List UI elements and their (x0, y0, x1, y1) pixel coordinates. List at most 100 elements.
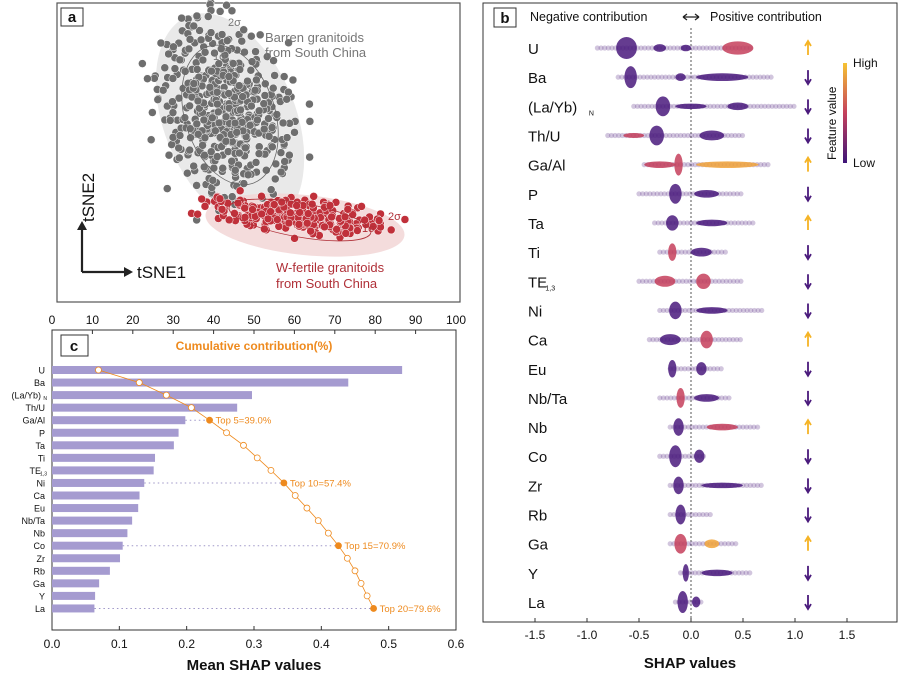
shap-point (688, 162, 695, 168)
fertile-point (306, 226, 315, 236)
shap-point (753, 74, 760, 80)
top-tick-label: 10 (86, 313, 100, 327)
barren-point (247, 57, 257, 66)
barren-point (276, 167, 286, 177)
barren-point (231, 166, 240, 175)
arrow-up-icon (804, 214, 812, 230)
barren-point (213, 99, 222, 109)
shap-point (743, 570, 749, 576)
bar-label: U (39, 366, 46, 376)
panel-c-label: c (70, 338, 78, 355)
barren-point (227, 157, 236, 166)
fertile-2sigma-label: 2σ (388, 211, 401, 223)
feature-label: P (528, 187, 538, 204)
shap-point (683, 191, 689, 197)
barren-point (208, 113, 217, 123)
barren-legend-line2: from South China (265, 45, 367, 60)
shap-point (685, 366, 692, 372)
barren-point (143, 74, 152, 83)
barren-point (250, 85, 260, 95)
shap-point (719, 249, 725, 255)
barren-point (285, 150, 294, 160)
fertile-point (353, 226, 362, 235)
shap-point (686, 249, 692, 255)
bar-label: Co (33, 541, 45, 551)
fertile-point (368, 222, 378, 231)
fertile-legend-line2: from South China (276, 276, 378, 291)
shap-density (696, 362, 707, 376)
shap-tick-label: 0.0 (683, 628, 700, 642)
shap-point (685, 424, 692, 430)
bar-label: (La/Yb) (11, 391, 41, 401)
fertile-point (230, 209, 239, 218)
barren-point (200, 151, 209, 160)
barren-point (260, 91, 270, 100)
panel-a-label-box (60, 7, 84, 27)
shap-point (659, 220, 665, 226)
barren-point (214, 107, 223, 117)
shap-point (715, 337, 722, 343)
barren-point (175, 153, 184, 163)
shap-point (684, 220, 690, 226)
shap-density (659, 334, 681, 346)
cumulative-point (240, 441, 247, 449)
barren-point (189, 161, 198, 171)
barren-point (215, 7, 225, 16)
barren-point (192, 11, 202, 21)
bar-label: Ga (33, 579, 45, 589)
shap-density (694, 394, 720, 402)
barren-point (200, 133, 210, 142)
shap-point (736, 570, 742, 576)
barren-point (208, 176, 218, 185)
fertile-point (217, 205, 227, 214)
barren-point (243, 76, 252, 86)
shap-point (690, 337, 696, 343)
shap-density (673, 476, 684, 495)
feature-label-sub: 1,3 (545, 285, 555, 292)
shap-point (711, 45, 717, 51)
top-tick-label: 80 (369, 313, 383, 327)
barren-point (168, 108, 178, 117)
top-tick-label: 30 (167, 313, 181, 327)
barren-point (200, 48, 210, 57)
feature-label: TE (528, 274, 547, 291)
fertile-point (302, 218, 312, 228)
shap-row-Ti: Ti (528, 243, 812, 262)
shap-density (675, 504, 686, 525)
barren-point (138, 59, 147, 68)
shap-point (747, 570, 753, 576)
shap-point (688, 74, 694, 80)
cumulative-title: Cumulative contribution(%) (176, 339, 333, 353)
feature-label: Nb/Ta (528, 391, 568, 408)
barren-point (207, 66, 216, 76)
shap-point (641, 74, 647, 80)
barren-point (278, 118, 288, 128)
shap-point (722, 395, 728, 401)
bar-Rb (52, 566, 110, 575)
shap-density (674, 153, 683, 176)
bar-Nb (52, 529, 128, 538)
feature-label: Ti (528, 245, 540, 262)
shap-point (670, 132, 676, 139)
shap-point (696, 570, 702, 576)
barren-point (163, 184, 172, 193)
feature-label: (La/Yb) (528, 99, 577, 116)
shap-density (653, 44, 667, 52)
shap-point (643, 278, 649, 284)
panel-c-importance: c Cumulative contribution(%) 0 10 20 30 40 50… (11, 313, 466, 674)
barren-point (235, 148, 244, 158)
shap-point (608, 132, 615, 139)
shap-point (679, 337, 685, 343)
shap-point (720, 278, 726, 284)
fertile-point (266, 207, 275, 216)
shap-density (701, 569, 733, 577)
shap-point (723, 337, 729, 343)
arrow-up-icon (804, 330, 812, 347)
shap-row-Ni: Ni (528, 301, 812, 320)
shap-density (649, 125, 664, 146)
shap-point (754, 482, 761, 488)
shap-point (720, 191, 726, 197)
top-tick-label: 20 (126, 313, 140, 327)
shap-row-Ca: Ca (528, 330, 812, 350)
fertile-point (343, 205, 353, 214)
